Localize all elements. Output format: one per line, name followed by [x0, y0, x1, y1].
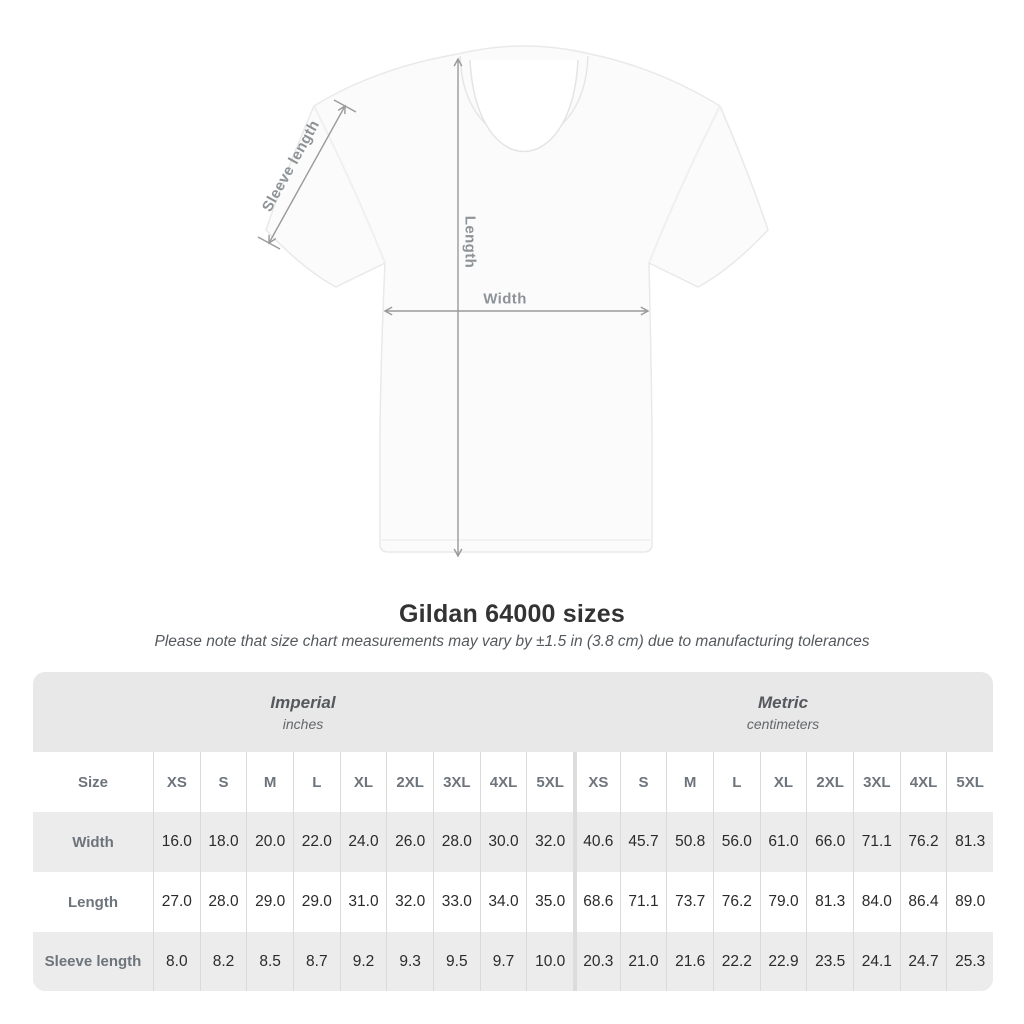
size-header-cell: S	[619, 752, 667, 812]
size-header-cell: 5XL	[526, 752, 573, 812]
value-cell: 71.1	[853, 812, 900, 872]
value-cell: 22.0	[293, 812, 340, 872]
page-subtitle: Please note that size chart measurements…	[154, 633, 870, 650]
row-label-cell: Sleeve length	[33, 932, 153, 991]
value-cell: 29.0	[293, 872, 340, 932]
unit-header-imperial: Imperial inches	[33, 672, 573, 752]
size-header-cell: 3XL	[433, 752, 480, 812]
unit-subtitle: centimeters	[746, 715, 820, 732]
value-cell: 31.0	[339, 872, 387, 932]
size-header-cell: XL	[759, 752, 807, 812]
value-cell: 56.0	[713, 812, 760, 872]
value-cell: 20.3	[573, 932, 620, 991]
unit-subtitle: inches	[282, 715, 324, 732]
unit-header-metric: Metric centimeters	[573, 672, 993, 752]
value-cell: 8.0	[153, 932, 200, 991]
value-cell: 32.0	[386, 872, 433, 932]
value-cell: 28.0	[199, 872, 247, 932]
value-cell: 10.0	[526, 932, 573, 991]
tshirt-sleeve-seam-right	[648, 105, 721, 264]
size-header-cell: 4XL	[479, 752, 527, 812]
size-corner-cell: Size	[33, 752, 153, 812]
value-cell: 8.7	[293, 932, 340, 991]
value-cell: 81.3	[946, 812, 993, 872]
value-cell: 23.5	[806, 932, 853, 991]
value-cell: 22.9	[759, 932, 807, 991]
value-cell: 33.0	[433, 872, 480, 932]
size-header-cell: XS	[153, 752, 200, 812]
unit-title: Imperial	[270, 692, 336, 712]
value-cell: 24.0	[339, 812, 387, 872]
row-label-cell: Length	[33, 872, 153, 932]
value-cell: 8.5	[246, 932, 293, 991]
value-cell: 24.7	[899, 932, 947, 991]
value-cell: 66.0	[806, 812, 853, 872]
value-cell: 24.1	[853, 932, 900, 991]
value-cell: 27.0	[153, 872, 200, 932]
value-cell: 9.2	[339, 932, 387, 991]
value-cell: 40.6	[573, 812, 620, 872]
length-label: Length	[461, 215, 479, 269]
page-title: Gildan 64000 sizes	[399, 600, 625, 628]
value-cell: 45.7	[619, 812, 667, 872]
size-header-cell: 4XL	[899, 752, 947, 812]
value-cell: 29.0	[246, 872, 293, 932]
sleeve-length-tick-bottom	[257, 236, 281, 250]
size-header-cell: 2XL	[386, 752, 433, 812]
value-cell: 25.3	[946, 932, 993, 991]
value-cell: 21.6	[666, 932, 713, 991]
value-cell: 76.2	[899, 812, 947, 872]
size-header-cell: M	[666, 752, 713, 812]
width-label: Width	[483, 290, 527, 308]
tshirt-collar-inner	[469, 59, 579, 152]
value-cell: 81.3	[806, 872, 853, 932]
size-table: Imperial inches Metric centimeters Size XS S M L…	[33, 672, 993, 991]
size-header-cell: M	[246, 752, 293, 812]
value-cell: 68.6	[573, 872, 620, 932]
size-header-cell: XL	[339, 752, 387, 812]
value-cell: 16.0	[153, 812, 200, 872]
value-cell: 50.8	[666, 812, 713, 872]
value-cell: 26.0	[386, 812, 433, 872]
size-header-cell: S	[199, 752, 247, 812]
value-cell: 79.0	[759, 872, 807, 932]
value-cell: 76.2	[713, 872, 760, 932]
value-cell: 61.0	[759, 812, 807, 872]
value-cell: 34.0	[479, 872, 527, 932]
value-cell: 21.0	[619, 932, 667, 991]
value-cell: 20.0	[246, 812, 293, 872]
size-header-cell: 2XL	[806, 752, 853, 812]
row-label-cell: Width	[33, 812, 153, 872]
sleeve-length-tick-top	[333, 99, 357, 113]
value-cell: 30.0	[479, 812, 527, 872]
value-cell: 71.1	[619, 872, 667, 932]
value-cell: 22.2	[713, 932, 760, 991]
size-header-cell: L	[713, 752, 760, 812]
value-cell: 73.7	[666, 872, 713, 932]
tshirt-illustration	[265, 45, 769, 553]
size-header-cell: 3XL	[853, 752, 900, 812]
value-cell: 89.0	[946, 872, 993, 932]
value-cell: 84.0	[853, 872, 900, 932]
size-header-cell: L	[293, 752, 340, 812]
tshirt-diagram	[257, 45, 769, 558]
sleeve-length-arrow	[268, 104, 346, 245]
value-cell: 28.0	[433, 812, 480, 872]
value-cell: 18.0	[199, 812, 247, 872]
value-cell: 9.7	[479, 932, 527, 991]
size-header-cell: 5XL	[946, 752, 993, 812]
unit-title: Metric	[757, 692, 809, 712]
value-cell: 86.4	[899, 872, 947, 932]
value-cell: 35.0	[526, 872, 573, 932]
value-cell: 8.2	[199, 932, 247, 991]
value-cell: 9.5	[433, 932, 480, 991]
dimension-arrows	[257, 57, 650, 558]
size-header-cell: XS	[573, 752, 620, 812]
value-cell: 32.0	[526, 812, 573, 872]
value-cell: 9.3	[386, 932, 433, 991]
